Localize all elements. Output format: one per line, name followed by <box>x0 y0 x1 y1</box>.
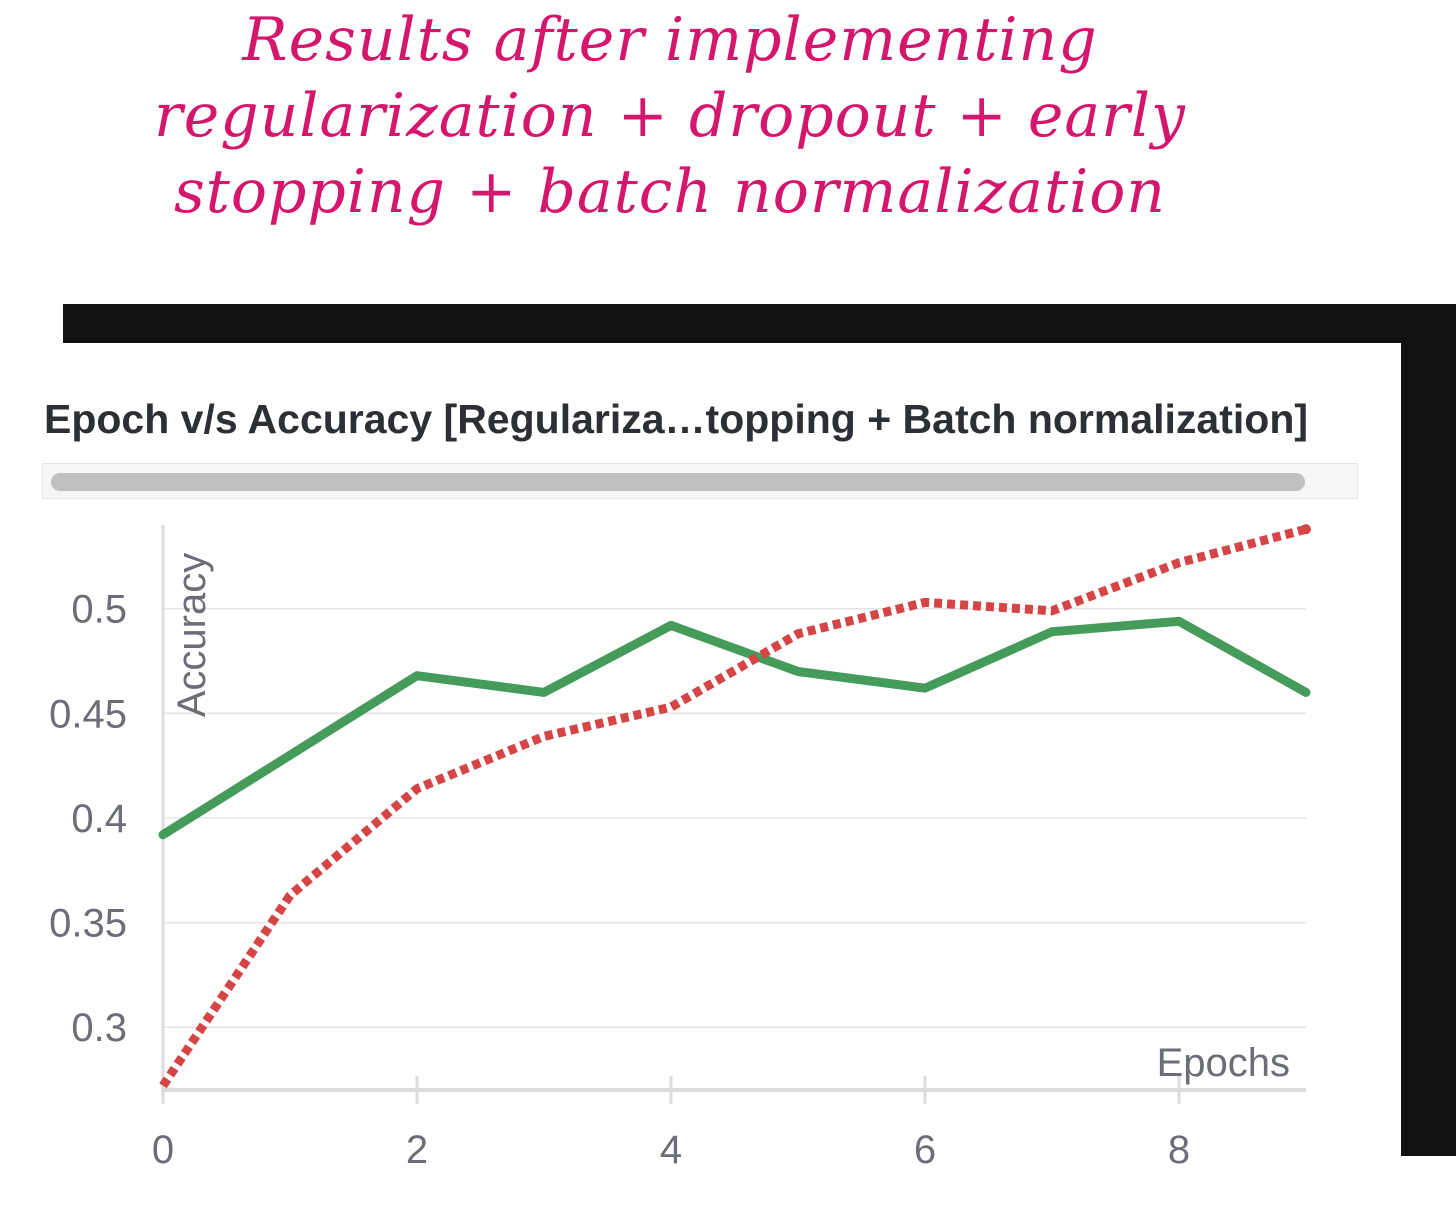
axes <box>161 525 1306 1104</box>
x-tick-label: 8 <box>1168 1128 1190 1172</box>
panel-title: Epoch v/s Accuracy [Regulariza…topping +… <box>44 396 1309 442</box>
y-tick-label: 0.3 <box>71 1006 127 1050</box>
x-axis-title: Epochs <box>1157 1041 1290 1085</box>
y-tick-label: 0.4 <box>71 797 127 841</box>
accuracy-line-chart: 0.3 0.35 0.4 0.45 0.5 0 2 4 6 8 Accuracy Epochs <box>49 524 1311 1172</box>
scrollbar-thumb[interactable] <box>51 473 1305 491</box>
annotation-line-3: stopping + batch normalization <box>173 157 1167 227</box>
tick-labels: 0.3 0.35 0.4 0.45 0.5 0 2 4 6 8 <box>49 588 1190 1172</box>
y-axis-title: Accuracy <box>170 553 214 718</box>
y-tick-label: 0.5 <box>71 588 127 632</box>
x-tick-label: 6 <box>914 1128 936 1172</box>
series-line-solid <box>158 616 1311 840</box>
x-tick-label: 2 <box>406 1128 428 1172</box>
x-tick-label: 4 <box>660 1128 682 1172</box>
horizontal-scrollbar[interactable] <box>42 463 1358 499</box>
frame-top-border <box>63 304 1456 343</box>
y-tick-label: 0.45 <box>49 692 127 736</box>
series-lines <box>158 524 1311 1089</box>
series-line-dotted <box>159 524 1308 1089</box>
frame-right-border <box>1401 304 1456 1156</box>
handwritten-annotation: Results after implementing regularizatio… <box>100 2 1240 230</box>
annotation-line-2: regularization + dropout + early <box>154 81 1186 151</box>
x-tick-label: 0 <box>152 1128 174 1172</box>
series-end-point <box>1301 524 1311 535</box>
y-tick-label: 0.35 <box>49 902 127 946</box>
annotation-line-1: Results after implementing <box>242 5 1098 75</box>
